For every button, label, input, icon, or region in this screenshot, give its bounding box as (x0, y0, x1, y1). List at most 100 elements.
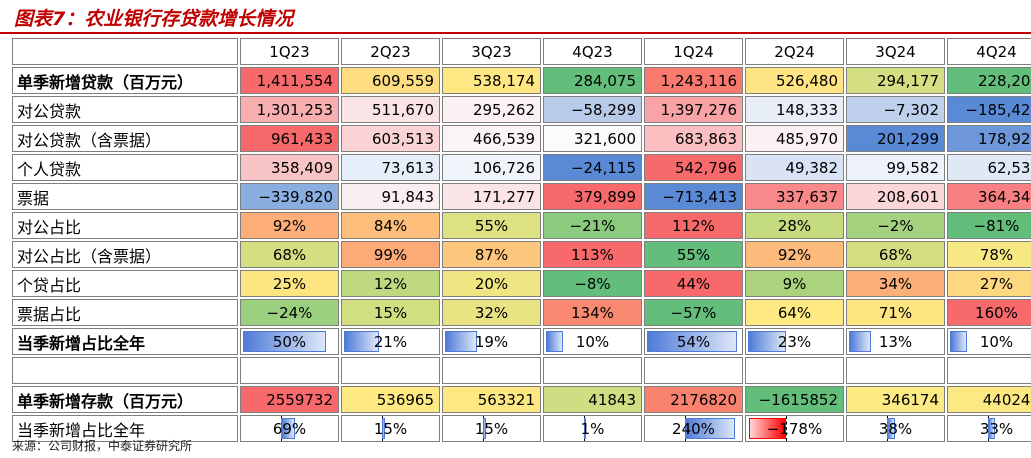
table-cell: 62,537 (947, 154, 1031, 181)
table-cell: 134% (543, 299, 642, 326)
data-bar-label: 54% (676, 332, 711, 351)
data-bar-label: 15% (373, 419, 408, 438)
blank-cell (846, 357, 945, 384)
header-corner (12, 38, 238, 65)
table-cell: −7,302 (846, 96, 945, 123)
table-cell: 337,637 (745, 183, 844, 210)
table-cell: 379,899 (543, 183, 642, 210)
databar-cell: 15% (341, 415, 440, 442)
databar-cell: 23% (745, 328, 844, 355)
databar-cell: −178% (745, 415, 844, 442)
table-cell: 84% (341, 212, 440, 239)
table-cell: 55% (644, 241, 743, 268)
table-cell: −1615852 (745, 386, 844, 413)
table-cell: 683,863 (644, 125, 743, 152)
table-cell: 92% (240, 212, 339, 239)
table-cell: 32% (442, 299, 541, 326)
row-label: 单季新增存款（百万元） (12, 386, 238, 413)
table-cell: 68% (846, 241, 945, 268)
data-bar-label: 10% (979, 332, 1014, 351)
data-bar (584, 418, 586, 439)
blank-cell (644, 357, 743, 384)
data-bar-label: 38% (878, 419, 913, 438)
table-cell: 536965 (341, 386, 440, 413)
table-cell: 27% (947, 270, 1031, 297)
data-bar (887, 418, 895, 439)
databar-cell: 54% (644, 328, 743, 355)
column-header: 2Q23 (341, 38, 440, 65)
table-cell: −339,820 (240, 183, 339, 210)
data-bar-label: 13% (878, 332, 913, 351)
data-bar-label: 33% (979, 419, 1014, 438)
table-cell: 358,409 (240, 154, 339, 181)
data-bar (344, 331, 379, 352)
data-bar-label: 10% (575, 332, 610, 351)
table-cell: 113% (543, 241, 642, 268)
table-cell: 15% (341, 299, 440, 326)
table-cell: 364,349 (947, 183, 1031, 210)
data-bar (748, 331, 787, 352)
blank-cell (442, 357, 541, 384)
table-cell: −24% (240, 299, 339, 326)
table-cell: 1,411,554 (240, 67, 339, 94)
table-cell: 99,582 (846, 154, 945, 181)
column-header: 1Q24 (644, 38, 743, 65)
table-cell: 526,480 (745, 67, 844, 94)
databar-cell: 69% (240, 415, 339, 442)
data-bar (685, 418, 735, 439)
data-bar (647, 331, 737, 352)
databar-cell: 50% (240, 328, 339, 355)
databar-cell: 19% (442, 328, 541, 355)
column-header: 2Q24 (745, 38, 844, 65)
databar-cell: 1% (543, 415, 642, 442)
table-cell: 92% (745, 241, 844, 268)
table-cell: 34% (846, 270, 945, 297)
table-cell: 346174 (846, 386, 945, 413)
table-cell: 538,174 (442, 67, 541, 94)
chart-title: 图表7：农业银行存贷款增长情况 (14, 8, 294, 30)
blank-cell (341, 357, 440, 384)
table-cell: 284,075 (543, 67, 642, 94)
data-bar-label: 240% (672, 419, 715, 438)
data-bar-label: 15% (474, 419, 509, 438)
databar-cell: 15% (442, 415, 541, 442)
table-cell: 160% (947, 299, 1031, 326)
table-cell: 71% (846, 299, 945, 326)
databar-cell: 21% (341, 328, 440, 355)
table-cell: 148,333 (745, 96, 844, 123)
blank-cell (543, 357, 642, 384)
table-cell: −57% (644, 299, 743, 326)
table-cell: −81% (947, 212, 1031, 239)
data-bar-label: 19% (474, 332, 509, 351)
table-cell: 1,301,253 (240, 96, 339, 123)
row-label: 对公占比 (12, 212, 238, 239)
table-cell: 2176820 (644, 386, 743, 413)
table-cell: 466,539 (442, 125, 541, 152)
data-bar (281, 418, 296, 439)
data-bar (748, 418, 786, 439)
table-cell: 112% (644, 212, 743, 239)
table-cell: 28% (745, 212, 844, 239)
column-header: 4Q24 (947, 38, 1031, 65)
table-cell: −2% (846, 212, 945, 239)
databar-cell: 38% (846, 415, 945, 442)
row-label: 对公贷款 (12, 96, 238, 123)
databar-cell: 13% (846, 328, 945, 355)
table-cell: 178,929 (947, 125, 1031, 152)
column-header: 3Q24 (846, 38, 945, 65)
table-cell: 440242 (947, 386, 1031, 413)
row-label: 对公占比（含票据） (12, 241, 238, 268)
table-cell: 208,601 (846, 183, 945, 210)
title-bar: 图表7：农业银行存贷款增长情况 (0, 0, 1031, 34)
table-cell: 41843 (543, 386, 642, 413)
data-bar (483, 418, 487, 439)
row-label (12, 357, 238, 384)
table-cell: 9% (745, 270, 844, 297)
databar-cell: 10% (947, 328, 1031, 355)
data-bar-label: 23% (777, 332, 812, 351)
table-cell: −713,413 (644, 183, 743, 210)
row-label: 票据占比 (12, 299, 238, 326)
table-cell: 64% (745, 299, 844, 326)
data-bar (243, 331, 327, 352)
table-cell: 99% (341, 241, 440, 268)
